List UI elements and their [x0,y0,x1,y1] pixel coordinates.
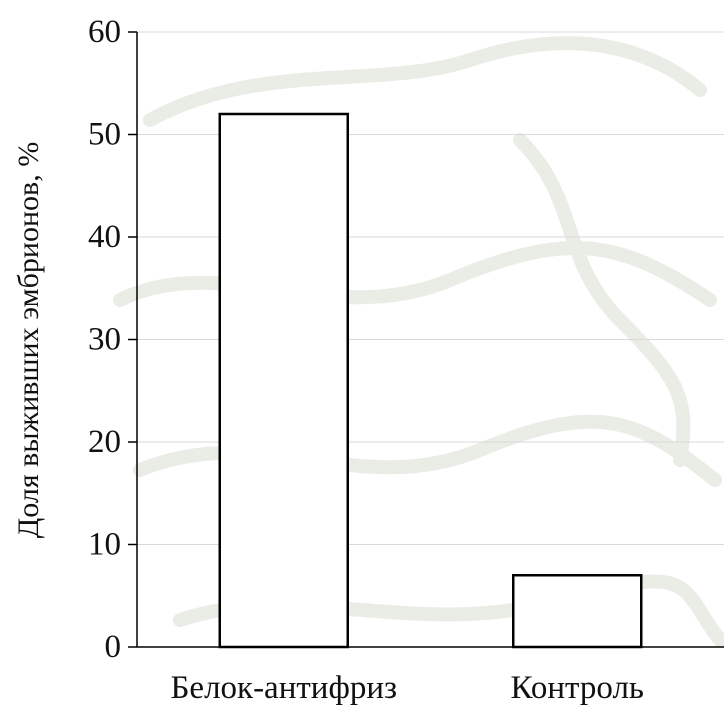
x-tick-label: Белок-антифриз [170,670,397,706]
x-tick-label: Контроль [511,670,644,706]
y-tick-label: 50 [88,117,121,153]
y-tick-label: 40 [88,219,121,255]
y-axis-title: Доля выживших эмбрионов, % [12,142,45,538]
y-tick-label: 0 [105,629,122,665]
bars [220,114,642,647]
x-tick-labels: Белок-антифриз Контроль [170,670,644,706]
y-tick-label: 10 [88,527,121,563]
bar-1 [220,114,348,647]
bar-2 [513,575,641,647]
y-tick-label: 30 [88,322,121,358]
y-tick-labels: 0 10 20 30 40 50 60 [88,14,121,665]
background-watermark [120,43,720,640]
y-tick-label: 20 [88,424,121,460]
y-tick-label: 60 [88,14,121,50]
